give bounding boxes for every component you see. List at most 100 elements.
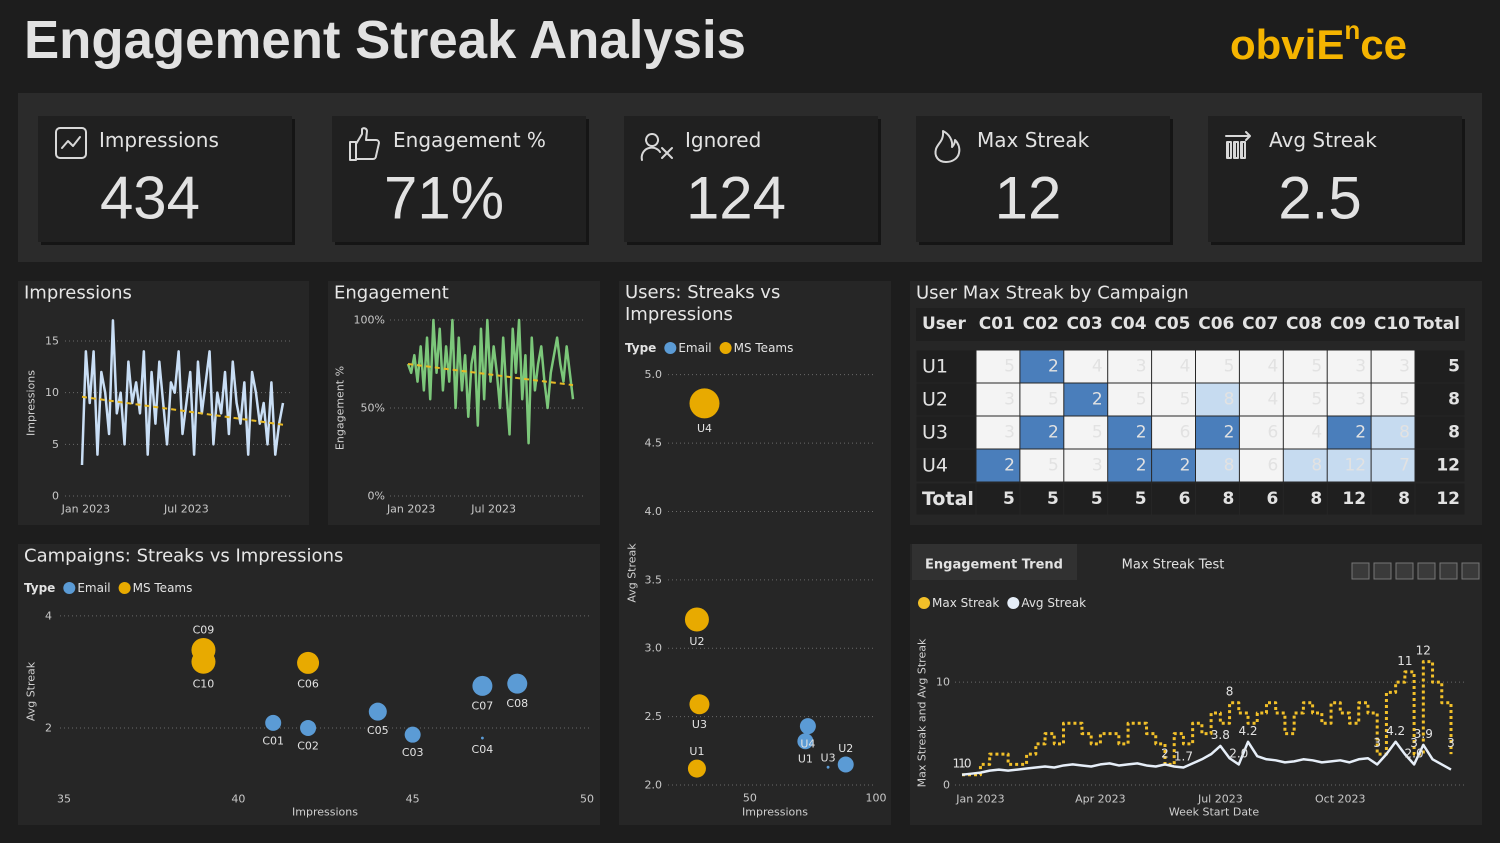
matrix-value: 2 [1136,423,1147,443]
x-axis-label: Impressions [292,806,358,819]
matrix-value: 8 [1310,489,1322,509]
matrix-cell [1327,483,1371,515]
icon-shape [1225,131,1251,159]
matrix-cell [976,449,1020,482]
matrix-value: 2 [1004,456,1015,476]
y-axis-label: Max Streak and Avg Streak [916,638,929,787]
x-tick-label: Jul 2023 [1197,793,1243,806]
matrix-value: 2 [1180,456,1191,476]
bubble [799,718,816,735]
point-label: C02 [297,739,319,752]
point-label: C10 [193,677,215,690]
chart-title-box: Users: Streaks vs Impressions [625,282,780,325]
icon-shape [934,130,961,163]
tool-icon[interactable] [1373,562,1392,580]
logo-sup: n [1344,15,1360,45]
x-tick-label: 100 [866,792,887,805]
matrix-value: 4 [1180,357,1191,377]
y-tick-label: 0 [943,779,950,792]
kpi-icon [1225,131,1251,159]
page-title: Engagement Streak Analysis [24,10,746,70]
legend-title: Type [24,581,55,595]
matrix-header: C04 [1110,314,1146,334]
tool-icon[interactable] [1439,562,1458,580]
matrix-value: 8 [1399,423,1410,443]
matrix-value: 5 [1136,390,1147,410]
data-label: 1.0 [952,757,971,771]
matrix-value: 2 [1092,390,1103,410]
legend-swatch [1007,597,1020,609]
matrix-cell [976,383,1020,416]
bubble [687,759,706,778]
kpi-card [624,116,878,242]
bubble [689,388,720,419]
matrix-value: 5 [1448,357,1460,377]
legend-swatch [918,597,930,609]
x-tick-label: 45 [406,793,420,806]
matrix-value: 5 [1092,423,1103,443]
kpi-label: Impressions [99,128,219,152]
kpi-icon [55,127,87,159]
point-label: U2 [838,742,853,755]
matrix-cell [1415,416,1465,449]
line-series [406,318,575,445]
point-label: C05 [367,724,389,737]
y-axis-label: Impressions [25,370,38,436]
point-label: C08 [506,697,528,710]
tool-icon[interactable] [1461,562,1480,580]
y-tick-label: 4.0 [645,505,663,518]
y-tick-label: 3.0 [645,642,663,655]
bubble [297,651,320,674]
matrix-row-label: Total [922,488,974,510]
matrix-row-label: U1 [922,356,948,378]
kpi-value: 434 [100,165,200,232]
icon-shape [640,133,673,161]
legend-label: MS Teams [133,581,193,595]
data-label: 11 [1397,654,1412,668]
y-tick-label: 0 [52,490,59,503]
matrix-value: 2 [1355,423,1366,443]
matrix-value: 6 [1267,456,1278,476]
y-tick-label: 2.0 [645,779,663,792]
y-tick-label: 2.5 [645,710,663,723]
logo-tail: ce [1360,21,1407,68]
matrix-cell [1239,383,1283,416]
y-tick-label: 0% [368,490,385,503]
bubble [472,675,493,696]
data-label: 2.0 [1405,746,1424,760]
kpi-label: Ignored [685,128,761,152]
tab-label[interactable]: Max Streak Test [1122,558,1225,573]
legend-swatch [118,582,131,594]
y-tick-label: 50% [361,402,385,415]
y-tick-label: 10 [936,676,950,689]
y-tick-label: 5 [52,438,59,451]
matrix-value: 5 [1048,390,1059,410]
matrix-cell [1283,350,1327,383]
trend-line [407,363,574,387]
matrix-cell [1064,416,1108,449]
tool-icon[interactable] [1395,562,1414,580]
bubble [480,736,484,740]
matrix-header: C06 [1198,314,1234,334]
active-tab[interactable] [912,544,1077,580]
x-tick-label: Jan 2023 [61,503,110,516]
data-label: 12 [1416,644,1431,658]
matrix-value: 3 [1399,357,1410,377]
tab-label[interactable]: Engagement Trend [925,558,1063,573]
kpi-icon [934,130,961,163]
legend-label: Email [77,581,110,595]
icon-shape [349,127,380,161]
toolbar [1351,562,1480,580]
kpi-card [332,116,586,242]
matrix-cell [916,449,976,482]
tool-icon[interactable] [1351,562,1370,580]
matrix-value: 3 [1004,423,1015,443]
matrix-cell [1239,350,1283,383]
matrix-value: 4 [1267,390,1278,410]
matrix-value: 8 [1224,390,1235,410]
matrix-header: C07 [1242,314,1278,334]
tool-icon[interactable] [1417,562,1436,580]
matrix-cell [1108,350,1152,383]
matrix-value: 5 [1311,357,1322,377]
